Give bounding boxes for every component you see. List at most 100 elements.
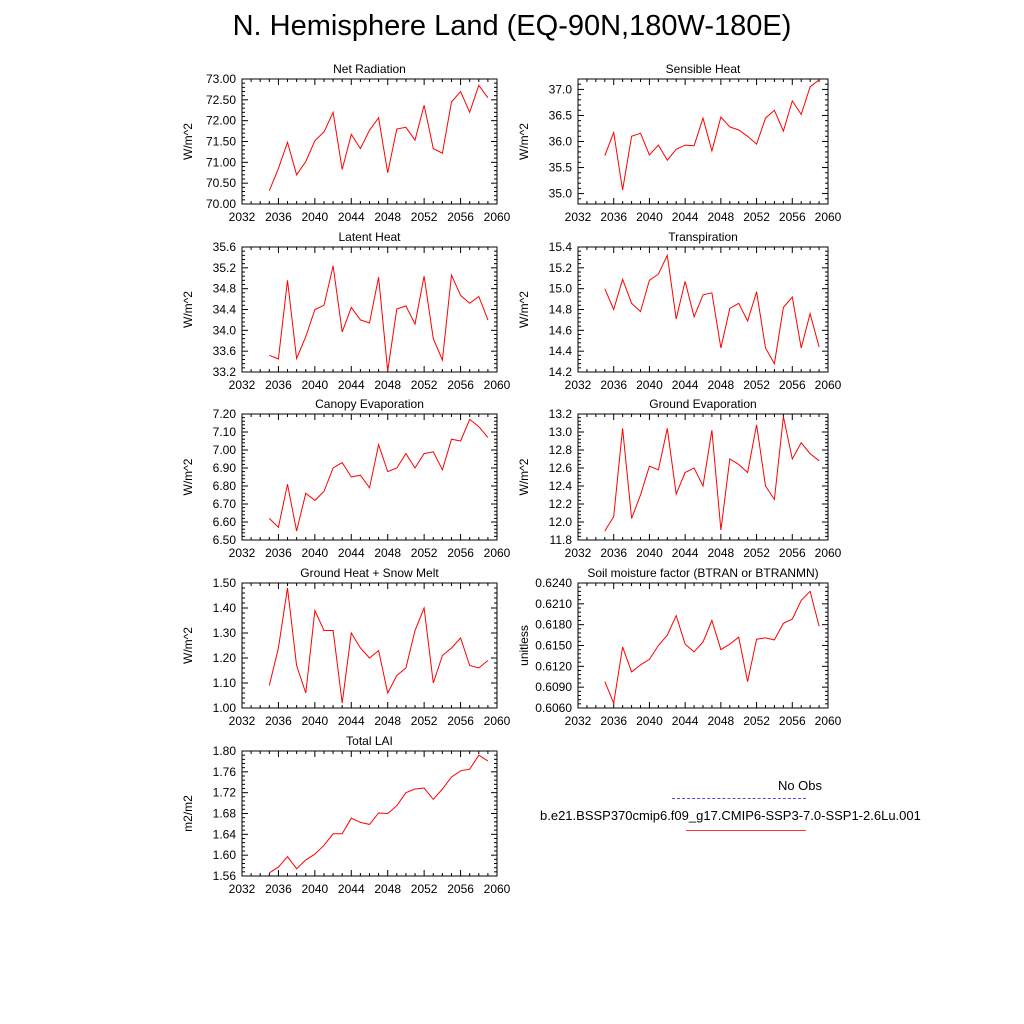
legend-obs-line bbox=[672, 798, 806, 799]
chart-panel-6: Ground Evaporation W/m^2 2032 2036 2040 2044 2… bbox=[517, 397, 842, 560]
series-line bbox=[268, 418, 489, 532]
x-tick-label: 2044 bbox=[672, 546, 699, 560]
x-tick-label: 2056 bbox=[447, 210, 474, 224]
y-tick-label: 12.6 bbox=[549, 461, 573, 475]
y-axis-label: W/m^2 bbox=[181, 627, 195, 664]
y-tick-label: 33.2 bbox=[213, 365, 237, 379]
x-tick-label: 2040 bbox=[302, 210, 329, 224]
x-tick-label: 2052 bbox=[411, 378, 438, 392]
x-tick-label: 2040 bbox=[636, 714, 663, 728]
y-axis-label: W/m^2 bbox=[181, 458, 195, 495]
x-tick-label: 2032 bbox=[229, 546, 256, 560]
y-tick-label: 71.00 bbox=[206, 155, 236, 169]
y-tick-label: 7.20 bbox=[213, 407, 237, 421]
figure-title: N. Hemisphere Land (EQ-90N,180W-180E) bbox=[232, 10, 792, 42]
x-tick-label: 2044 bbox=[672, 378, 699, 392]
y-tick-label: 13.2 bbox=[549, 407, 573, 421]
x-tick-label: 2044 bbox=[338, 546, 365, 560]
series-line bbox=[604, 79, 820, 190]
x-tick-label: 2040 bbox=[636, 546, 663, 560]
plot-frame bbox=[577, 413, 829, 541]
y-axis-label: W/m^2 bbox=[517, 291, 531, 328]
x-tick-label: 2036 bbox=[600, 714, 627, 728]
y-tick-label: 1.76 bbox=[213, 765, 237, 779]
y-axis-label: W/m^2 bbox=[517, 123, 531, 160]
y-axis-label: W/m^2 bbox=[517, 458, 531, 495]
x-tick-label: 2036 bbox=[265, 378, 292, 392]
y-tick-label: 33.6 bbox=[213, 344, 237, 358]
y-tick-label: 34.8 bbox=[213, 282, 237, 296]
y-tick-label: 1.10 bbox=[213, 676, 237, 690]
y-tick-label: 12.8 bbox=[549, 443, 573, 457]
y-tick-label: 34.0 bbox=[213, 323, 237, 337]
x-tick-label: 2048 bbox=[374, 378, 401, 392]
y-axis-label: W/m^2 bbox=[181, 291, 195, 328]
plot-frame bbox=[241, 78, 498, 205]
y-tick-label: 6.80 bbox=[213, 479, 237, 493]
x-tick-label: 2060 bbox=[484, 882, 511, 896]
x-tick-label: 2056 bbox=[447, 714, 474, 728]
y-tick-label: 1.60 bbox=[213, 848, 237, 862]
x-tick-label: 2048 bbox=[708, 714, 735, 728]
y-tick-label: 1.40 bbox=[213, 601, 237, 615]
series-line bbox=[268, 587, 489, 704]
y-axis-label: unitless bbox=[517, 625, 531, 666]
chart-panel-5: Canopy Evaporation W/m^2 2032 2036 2040 2044 2… bbox=[181, 397, 511, 560]
y-tick-label: 73.00 bbox=[206, 72, 236, 86]
x-tick-label: 2056 bbox=[779, 546, 806, 560]
y-axis-label: W/m^2 bbox=[181, 123, 195, 160]
y-tick-label: 14.6 bbox=[549, 323, 573, 337]
y-tick-label: 72.00 bbox=[206, 114, 236, 128]
y-axis-label: m2/m2 bbox=[181, 795, 195, 832]
x-tick-label: 2052 bbox=[411, 714, 438, 728]
x-tick-label: 2052 bbox=[743, 714, 770, 728]
x-tick-label: 2056 bbox=[447, 546, 474, 560]
x-tick-label: 2040 bbox=[636, 378, 663, 392]
x-tick-label: 2032 bbox=[565, 546, 592, 560]
chart-panel-4: Transpiration W/m^2 2032 2036 2040 2044 2048 20… bbox=[517, 230, 842, 392]
y-tick-label: 35.5 bbox=[549, 161, 573, 175]
legend-run-label: b.e21.BSSP370cmip6.f09_g17.CMIP6-SSP3-7.… bbox=[540, 808, 921, 823]
y-tick-label: 15.4 bbox=[549, 240, 573, 254]
y-tick-label: 6.90 bbox=[213, 461, 237, 475]
x-tick-label: 2052 bbox=[411, 210, 438, 224]
panel-title: Net Radiation bbox=[333, 62, 406, 76]
y-tick-label: 1.00 bbox=[213, 701, 237, 715]
y-tick-label: 12.2 bbox=[549, 497, 573, 511]
x-tick-label: 2060 bbox=[815, 378, 842, 392]
y-tick-label: 35.6 bbox=[213, 240, 237, 254]
panel-title: Total LAI bbox=[346, 734, 393, 748]
chart-panel-3: Latent Heat W/m^2 2032 2036 2040 2044 2048 2052… bbox=[181, 230, 511, 392]
y-tick-label: 0.6180 bbox=[535, 618, 572, 632]
x-tick-label: 2036 bbox=[265, 210, 292, 224]
x-tick-label: 2044 bbox=[672, 714, 699, 728]
y-tick-label: 72.50 bbox=[206, 93, 236, 107]
panel-title: Transpiration bbox=[668, 230, 738, 244]
series-line bbox=[269, 265, 489, 372]
x-tick-label: 2040 bbox=[302, 882, 329, 896]
x-tick-label: 2032 bbox=[565, 714, 592, 728]
x-tick-label: 2052 bbox=[743, 378, 770, 392]
x-tick-label: 2032 bbox=[229, 714, 256, 728]
y-tick-label: 1.64 bbox=[213, 827, 237, 841]
y-tick-label: 13.0 bbox=[549, 425, 573, 439]
series-line bbox=[604, 416, 820, 532]
y-tick-label: 14.8 bbox=[549, 303, 573, 317]
panel-title: Latent Heat bbox=[338, 230, 401, 244]
plot-frame bbox=[241, 750, 498, 877]
y-tick-label: 12.0 bbox=[549, 515, 573, 529]
x-tick-label: 2036 bbox=[265, 882, 292, 896]
y-tick-label: 35.0 bbox=[549, 187, 573, 201]
x-tick-label: 2056 bbox=[779, 714, 806, 728]
x-tick-label: 2056 bbox=[779, 210, 806, 224]
x-tick-label: 2040 bbox=[636, 210, 663, 224]
x-tick-label: 2056 bbox=[447, 378, 474, 392]
chart-panel-8: Soil moisture factor (BTRAN or BTRANMN) u… bbox=[517, 566, 842, 728]
y-tick-label: 35.2 bbox=[213, 261, 237, 275]
y-tick-label: 1.20 bbox=[213, 651, 237, 665]
legend-run-line bbox=[686, 830, 806, 831]
y-tick-label: 0.6210 bbox=[535, 597, 572, 611]
x-tick-label: 2044 bbox=[338, 378, 365, 392]
x-tick-label: 2032 bbox=[565, 210, 592, 224]
x-tick-label: 2044 bbox=[338, 210, 365, 224]
